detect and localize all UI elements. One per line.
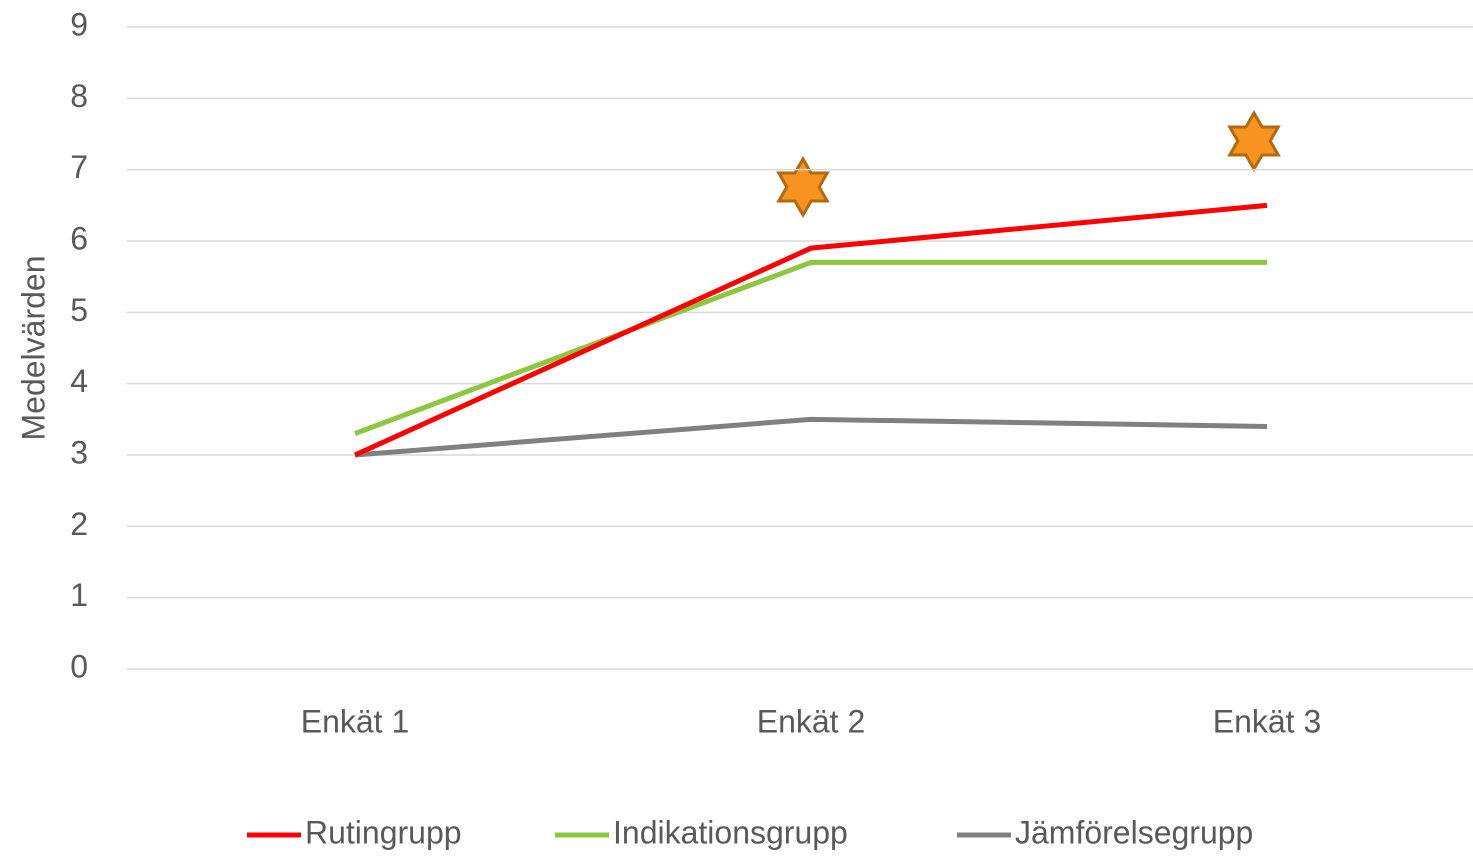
series-line xyxy=(354,259,1267,436)
star xyxy=(776,156,830,218)
legend-label: Indikationsgrupp xyxy=(613,814,848,850)
x-tick-label: Enkät 1 xyxy=(301,703,410,739)
y-tick-label: 6 xyxy=(70,220,88,256)
series-line xyxy=(354,416,1268,458)
legend-label: Jämförelsegrupp xyxy=(1015,814,1253,850)
y-tick-label: 1 xyxy=(70,577,88,613)
y-tick-label: 7 xyxy=(70,149,88,185)
y-tick-label: 4 xyxy=(70,363,88,399)
x-tick-label: Enkät 2 xyxy=(757,703,866,739)
y-tick-label: 9 xyxy=(70,6,88,42)
significance-stars xyxy=(776,110,1281,218)
y-tick-label: 3 xyxy=(70,434,88,470)
y-tick-label: 5 xyxy=(70,292,88,328)
y-tick-label: 8 xyxy=(70,78,88,114)
y-tick-label: 0 xyxy=(70,648,88,684)
series-line xyxy=(353,202,1268,458)
y-tick-label: 2 xyxy=(70,506,88,542)
y-axis-label: Medelvärden xyxy=(15,256,51,441)
legend-label: Rutingrupp xyxy=(305,814,462,850)
star xyxy=(1227,110,1281,172)
x-tick-label: Enkät 3 xyxy=(1213,703,1322,739)
